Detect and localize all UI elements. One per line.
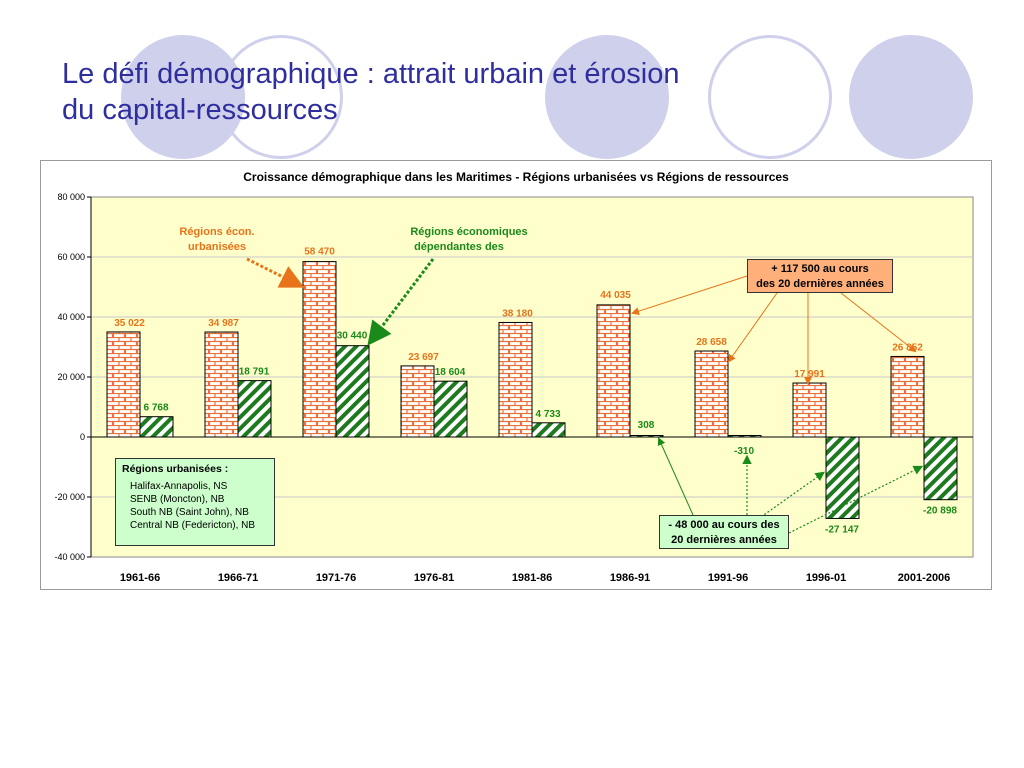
bar-urban [890,355,925,438]
data-label-resource: 18 604 [435,367,466,378]
bar-urban [106,331,141,438]
data-label-urban: 35 022 [114,318,145,329]
bar-urban [400,365,435,438]
data-label-resource: 6 768 [143,403,168,414]
data-label-urban: 17 991 [794,369,825,380]
decorative-circle [708,35,832,159]
data-label-resource: 18 791 [239,367,270,378]
data-label-resource: -20 898 [923,506,957,517]
page-title: Le défi démographique : attrait urbain e… [62,56,862,128]
x-tick-label: 1971-76 [316,572,356,584]
negative-change-callout: - 48 000 au cours des 20 dernières année… [659,515,789,549]
data-label-urban: 34 987 [208,318,239,329]
callout-arrow [840,292,917,353]
urban-series-label: Régions écon. [179,226,254,238]
bar-resource [335,345,370,438]
bar-resource [531,422,566,438]
y-tick-label: 80 000 [57,192,85,202]
y-tick-label: 0 [80,432,85,442]
y-tick-label: 20 000 [57,372,85,382]
urban-series-label: urbanisées [188,241,246,253]
x-tick-label: 1986-91 [610,572,650,584]
callout-arrow [657,437,694,516]
data-label-resource: 30 440 [337,331,368,342]
bar-urban [596,304,631,438]
bar-urban [498,321,533,438]
y-tick-label: 40 000 [57,312,85,322]
bar-resource [139,416,174,438]
x-tick-label: 1966-71 [218,572,258,584]
callout-arrow [760,471,825,518]
legend-item: SENB (Moncton), NB [130,494,225,505]
bar-urban [302,261,337,438]
bar-urban [204,331,239,438]
callout-line: + 117 500 au cours [771,263,869,275]
data-label-urban: 58 470 [304,247,335,258]
callout-line: - 48 000 au cours des [668,519,780,531]
positive-change-callout: + 117 500 au cours des 20 dernières anné… [747,259,893,293]
x-tick-label: 1976-81 [414,572,454,584]
x-tick-label: 2001-2006 [898,572,951,584]
legend-item: Central NB (Federicton), NB [130,520,256,531]
callout-arrow [727,292,778,363]
bar-resource [923,436,958,501]
y-tick-label: -20 000 [54,492,85,502]
callout-line: des 20 dernières années [756,278,884,290]
resource-label-arrow [367,258,435,346]
bar-urban [792,382,827,438]
page-title-line-1: Le défi démographique : attrait urbain e… [62,58,680,90]
x-tick-label: 1981-86 [512,572,552,584]
data-label-urban: 38 180 [502,308,533,319]
bar-resource [433,380,468,438]
bar-resource [727,435,762,438]
y-tick-label: 60 000 [57,252,85,262]
x-tick-label: 1996-01 [806,572,846,584]
chart-title: Croissance démographique dans les Mariti… [243,170,789,184]
resource-series-label: dépendantes des [414,241,504,253]
decorative-circle [219,35,343,159]
x-tick-label: 1991-96 [708,572,748,584]
data-label-urban: 23 697 [408,352,439,363]
data-label-resource: 4 733 [535,409,560,420]
decorative-circle [545,35,669,159]
bar-resource [237,380,272,438]
legend-box: Régions urbanisées : Halifax-Annapolis, … [115,458,275,546]
bar-resource [825,436,860,519]
page-title-line-2: du capital-ressources [62,94,338,126]
decorative-circle [849,35,973,159]
chart-container: Croissance démographique dans les Mariti… [40,160,992,590]
legend-heading: Régions urbanisées : [122,463,229,475]
legend-item: Halifax-Annapolis, NS [130,481,228,492]
x-tick-label: 1961-66 [120,572,160,584]
data-label-resource: 308 [638,420,655,431]
data-label-urban: 28 658 [696,337,727,348]
legend-item: South NB (Saint John), NB [130,507,249,518]
data-label-resource: -27 147 [825,524,859,535]
callout-arrow [631,275,748,315]
resource-series-label: Régions économiques [410,226,527,238]
bar-urban [694,350,729,438]
callout-line: 20 dernières années [671,534,777,546]
y-tick-label: -40 000 [54,552,85,562]
data-label-urban: 26 852 [892,342,923,353]
data-label-resource: -310 [734,446,754,457]
bar-resource [629,435,664,438]
callout-arrow [788,465,924,534]
data-label-urban: 44 035 [600,290,631,301]
